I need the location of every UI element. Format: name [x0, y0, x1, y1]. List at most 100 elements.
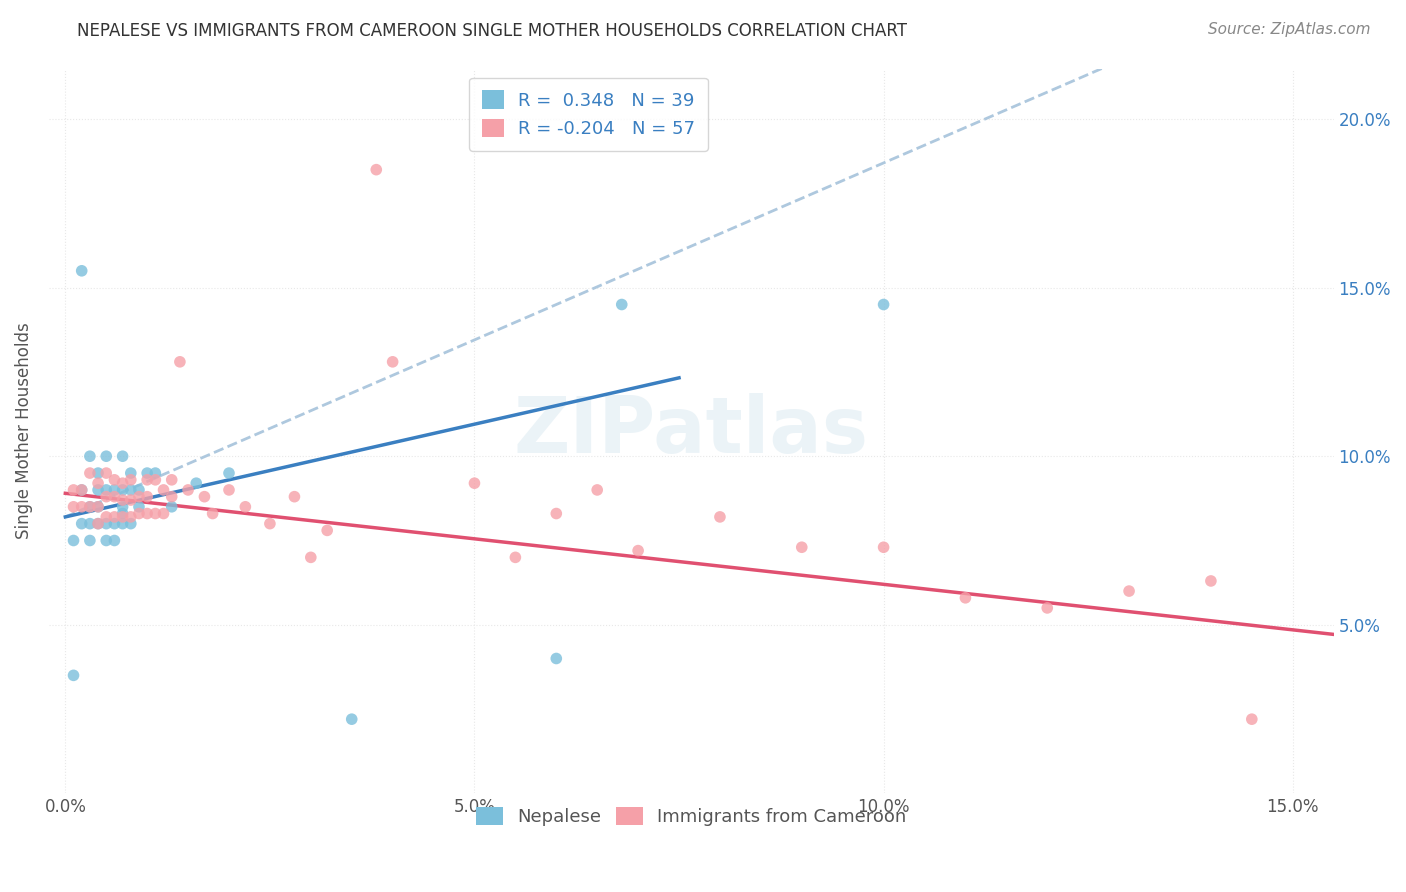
Point — [120, 516, 142, 531]
Point — [235, 500, 257, 514]
Point — [120, 493, 142, 508]
Point — [160, 473, 183, 487]
Point — [111, 500, 134, 514]
Point — [62, 668, 84, 682]
Point — [136, 466, 159, 480]
Point — [120, 473, 142, 487]
Point — [62, 483, 84, 497]
Point — [193, 490, 215, 504]
Point — [79, 449, 101, 463]
Point — [111, 507, 134, 521]
Point — [96, 509, 118, 524]
Point — [143, 466, 166, 480]
Point — [79, 466, 101, 480]
Point — [111, 493, 134, 508]
Point — [872, 541, 894, 555]
Point — [111, 483, 134, 497]
Point — [546, 507, 568, 521]
Point — [169, 355, 191, 369]
Point — [120, 483, 142, 497]
Point — [143, 507, 166, 521]
Point — [96, 516, 118, 531]
Point — [316, 524, 339, 538]
Point — [70, 483, 93, 497]
Point — [128, 500, 150, 514]
Point — [87, 516, 110, 531]
Point — [177, 483, 200, 497]
Point — [152, 483, 174, 497]
Point — [790, 541, 813, 555]
Point — [87, 476, 110, 491]
Point — [87, 483, 110, 497]
Point — [160, 500, 183, 514]
Legend: Nepalese, Immigrants from Cameroon: Nepalese, Immigrants from Cameroon — [467, 797, 915, 835]
Point — [111, 509, 134, 524]
Point — [96, 490, 118, 504]
Text: NEPALESE VS IMMIGRANTS FROM CAMEROON SINGLE MOTHER HOUSEHOLDS CORRELATION CHART: NEPALESE VS IMMIGRANTS FROM CAMEROON SIN… — [77, 22, 907, 40]
Point — [96, 466, 118, 480]
Point — [299, 550, 322, 565]
Point — [610, 297, 633, 311]
Point — [103, 483, 125, 497]
Point — [136, 490, 159, 504]
Point — [79, 516, 101, 531]
Point — [627, 543, 650, 558]
Point — [96, 483, 118, 497]
Point — [218, 483, 240, 497]
Point — [70, 483, 93, 497]
Point — [259, 516, 281, 531]
Point — [143, 473, 166, 487]
Point — [111, 476, 134, 491]
Point — [120, 466, 142, 480]
Point — [96, 533, 118, 548]
Point — [103, 516, 125, 531]
Point — [709, 509, 731, 524]
Point — [1036, 601, 1059, 615]
Point — [136, 473, 159, 487]
Point — [186, 476, 208, 491]
Point — [1240, 712, 1263, 726]
Point — [70, 500, 93, 514]
Y-axis label: Single Mother Households: Single Mother Households — [15, 323, 32, 540]
Text: Source: ZipAtlas.com: Source: ZipAtlas.com — [1208, 22, 1371, 37]
Point — [872, 297, 894, 311]
Point — [218, 466, 240, 480]
Point — [283, 490, 305, 504]
Point — [586, 483, 609, 497]
Point — [505, 550, 527, 565]
Point — [120, 509, 142, 524]
Point — [1118, 584, 1140, 599]
Point — [546, 651, 568, 665]
Point — [103, 533, 125, 548]
Point — [79, 500, 101, 514]
Point — [340, 712, 363, 726]
Point — [111, 516, 134, 531]
Point — [62, 500, 84, 514]
Point — [201, 507, 224, 521]
Point — [96, 449, 118, 463]
Point — [128, 483, 150, 497]
Point — [87, 466, 110, 480]
Point — [381, 355, 404, 369]
Point — [128, 490, 150, 504]
Point — [366, 162, 388, 177]
Point — [103, 509, 125, 524]
Point — [1199, 574, 1222, 588]
Point — [128, 507, 150, 521]
Point — [70, 264, 93, 278]
Point — [87, 500, 110, 514]
Point — [103, 473, 125, 487]
Point — [70, 516, 93, 531]
Point — [79, 500, 101, 514]
Point — [955, 591, 977, 605]
Point — [160, 490, 183, 504]
Text: ZIPatlas: ZIPatlas — [513, 393, 869, 469]
Point — [111, 449, 134, 463]
Point — [136, 507, 159, 521]
Point — [103, 490, 125, 504]
Point — [79, 533, 101, 548]
Point — [463, 476, 485, 491]
Point — [62, 533, 84, 548]
Point — [152, 507, 174, 521]
Point — [87, 516, 110, 531]
